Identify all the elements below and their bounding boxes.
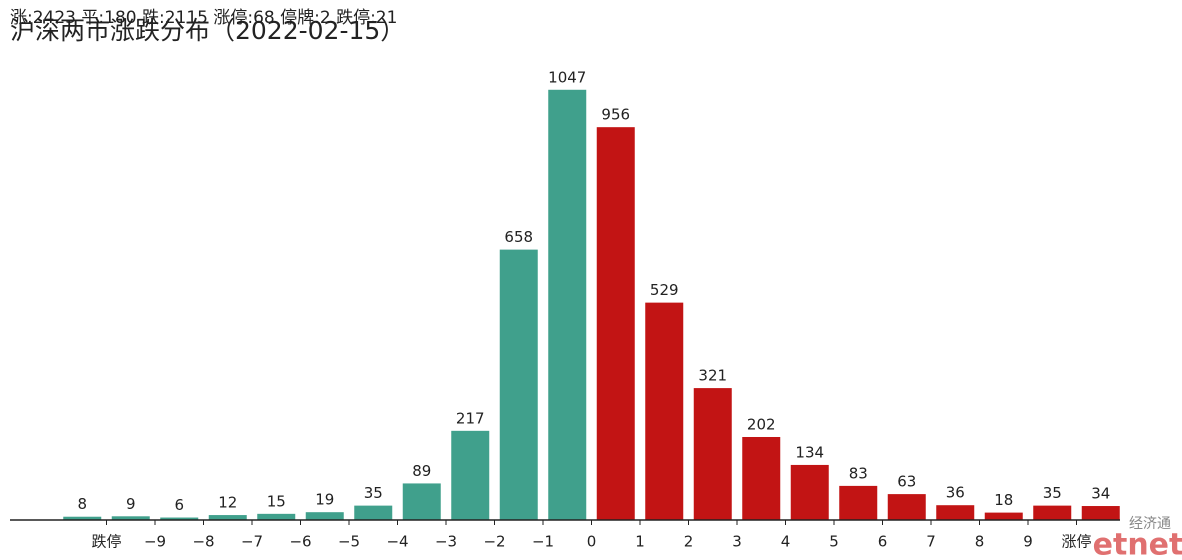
value-label: 35 [364, 484, 383, 502]
chart-subtitle: 涨:2423 平:180 跌:2115 涨停:68 停牌:2 跌停:21 [10, 8, 397, 28]
x-tick-label: 涨停 [1061, 533, 1091, 551]
value-label: 83 [849, 464, 868, 482]
bar [305, 512, 344, 520]
bar [790, 464, 829, 520]
x-tick-label: −9 [144, 533, 166, 551]
bar [645, 302, 684, 520]
chart-title: 沪深两市涨跌分布（2022-02-15） [10, 16, 405, 45]
bar [742, 436, 781, 520]
value-label: 18 [994, 491, 1013, 509]
value-label: 12 [218, 494, 237, 512]
value-label: 202 [747, 415, 776, 433]
bar [693, 388, 732, 520]
x-tick-label: 1 [635, 533, 645, 551]
bar [839, 485, 878, 520]
bar [548, 89, 587, 520]
x-tick-label: 跌停 [91, 533, 121, 551]
x-tick-label: −8 [192, 533, 214, 551]
value-label: 35 [1043, 484, 1062, 502]
value-label: 1047 [548, 68, 586, 86]
bar [160, 517, 199, 520]
value-label: 6 [174, 496, 184, 514]
value-label: 8 [77, 495, 87, 513]
bar [984, 512, 1023, 520]
x-tick-label: −7 [241, 533, 263, 551]
x-tick-label: −5 [338, 533, 360, 551]
value-label: 217 [456, 409, 485, 427]
value-label: 529 [650, 281, 679, 299]
bar [111, 516, 150, 520]
bar [257, 513, 296, 520]
x-tick-label: 6 [878, 533, 888, 551]
x-tick-label: −4 [386, 533, 408, 551]
value-label: 956 [601, 106, 630, 124]
x-tick-label: 5 [829, 533, 839, 551]
bar [1081, 506, 1120, 520]
value-label: 63 [897, 473, 916, 491]
value-label: 15 [267, 492, 286, 510]
value-label: 9 [126, 495, 136, 513]
bar [402, 483, 441, 520]
value-label: 134 [795, 443, 824, 461]
x-tick-label: −6 [289, 533, 311, 551]
x-tick-label: 0 [587, 533, 597, 551]
value-label: 321 [698, 367, 727, 385]
bar [596, 127, 635, 521]
x-tick-label: −2 [483, 533, 505, 551]
x-tick-label: 7 [926, 533, 936, 551]
value-label: 34 [1091, 485, 1110, 503]
x-tick-label: 2 [684, 533, 694, 551]
x-tick-label: 3 [732, 533, 742, 551]
bar [63, 516, 102, 520]
value-label: 36 [946, 484, 965, 502]
bar [208, 515, 247, 520]
bar [887, 494, 926, 520]
bar [451, 430, 490, 520]
x-tick-label: 9 [1023, 533, 1033, 551]
value-label: 89 [412, 462, 431, 480]
value-label: 658 [504, 228, 533, 246]
x-tick-label: 4 [781, 533, 791, 551]
bar [354, 505, 393, 520]
x-tick-label: 8 [975, 533, 985, 551]
bar [936, 505, 975, 520]
watermark-logo: etnet [1093, 528, 1182, 560]
x-tick-label: −3 [435, 533, 457, 551]
x-tick-label: −1 [532, 533, 554, 551]
bar [1033, 505, 1072, 520]
value-label: 19 [315, 491, 334, 509]
watermark: 经济通 [1129, 516, 1171, 532]
bar [499, 249, 538, 520]
